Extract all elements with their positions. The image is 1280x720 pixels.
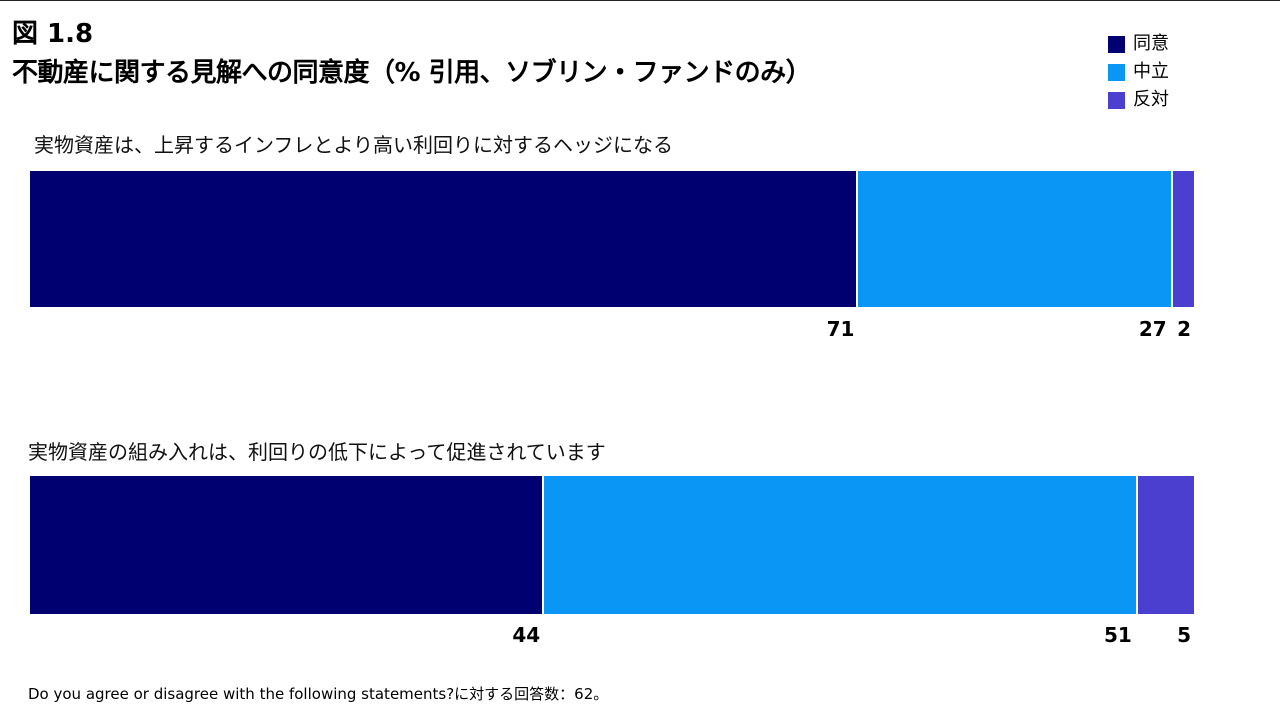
stacked-bar-2 (30, 476, 1194, 614)
value-label-2-neutral: 51 (1103, 623, 1132, 647)
value-label-1-agree: 71 (826, 317, 855, 341)
legend-swatch-neutral (1108, 63, 1125, 81)
legend-item-agree: 同意 (1108, 30, 1169, 58)
footnote: Do you agree or disagree with the follow… (28, 685, 609, 703)
legend-label-neutral: 中立 (1133, 61, 1169, 82)
bar-1-neutral (856, 171, 1171, 307)
value-label-1-disagree: 2 (1177, 317, 1191, 341)
bar-2-disagree (1135, 476, 1194, 614)
top-rule (0, 0, 1280, 1)
value-label-2-agree: 44 (512, 623, 541, 647)
legend-swatch-agree (1108, 35, 1125, 53)
legend-item-neutral: 中立 (1108, 58, 1169, 86)
value-label-1-neutral: 27 (1138, 317, 1167, 341)
bar-1-disagree (1170, 171, 1194, 307)
figure-label: 図 1.8 (12, 19, 94, 49)
bar-1-agree (30, 171, 857, 307)
legend-label-disagree: 反対 (1133, 89, 1169, 110)
statement-label-1: 実物資産は、上昇するインフレとより高い利回りに対するヘッジになる (34, 133, 673, 157)
legend-item-disagree: 反対 (1108, 86, 1169, 114)
legend-label-agree: 同意 (1133, 33, 1169, 54)
chart-title: 不動産に関する見解への同意度（% 引用、ソブリン・ファンドのみ） (12, 58, 812, 88)
legend: 同意 中立 反対 (1108, 30, 1169, 114)
bar-2-neutral (542, 476, 1136, 614)
stacked-bar-1 (30, 171, 1194, 307)
value-label-2-disagree: 5 (1177, 623, 1191, 647)
statement-label-2: 実物資産の組み入れは、利回りの低下によって促進されています (28, 440, 606, 464)
bar-2-agree (30, 476, 543, 614)
legend-swatch-disagree (1108, 91, 1125, 109)
